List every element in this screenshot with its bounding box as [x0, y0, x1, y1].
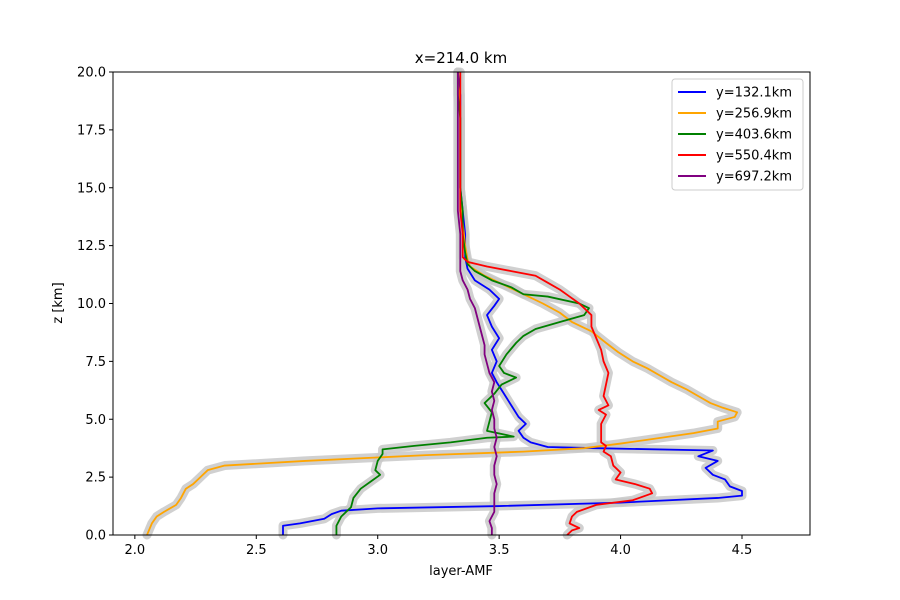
chart-title: x=214.0 km [415, 49, 507, 67]
x-axis-label: layer-AMF [429, 564, 493, 579]
y-axis-label: z [km] [51, 282, 66, 323]
y-tick-label: 20.0 [77, 66, 106, 81]
x-tick-label: 2.5 [246, 543, 267, 558]
legend-entry: y=132.1km [716, 86, 792, 101]
legend-entry: y=256.9km [716, 107, 792, 122]
series-lines [146, 71, 743, 536]
series-line-2 [146, 72, 739, 536]
legend-box [671, 78, 804, 191]
x-tick-label: 3.5 [489, 543, 510, 558]
y-tick-label: 15.0 [77, 181, 106, 196]
x-tick-label: 3.0 [367, 543, 388, 558]
y-tick-label: 0.0 [85, 529, 106, 544]
y-tick-label: 17.5 [77, 123, 106, 138]
x-tick-label: 2.0 [125, 543, 146, 558]
legend-entry: y=403.6km [716, 128, 792, 143]
x-tick-label: 4.5 [732, 543, 753, 558]
x-tick-label: 4.0 [610, 543, 631, 558]
y-axis: 0.0 2.5 5.0 7.5 10.0 12.5 15.0 17.5 20.0 [77, 66, 113, 544]
legend-entry: y=550.4km [716, 149, 792, 164]
series-line-4 [459, 72, 654, 536]
y-tick-label: 10.0 [77, 297, 106, 312]
legend-entry: y=697.2km [716, 170, 792, 185]
series-line-3 [335, 72, 590, 535]
series-line-5 [456, 72, 498, 535]
y-tick-label: 5.0 [85, 413, 106, 428]
y-tick-label: 7.5 [85, 355, 106, 370]
legend: y=132.1km y=256.9km y=403.6km y=550.4km y=69… [671, 78, 804, 191]
x-axis: 2.0 2.5 3.0 3.5 4.0 4.5 [125, 535, 753, 558]
y-tick-label: 2.5 [85, 471, 106, 486]
y-tick-label: 12.5 [77, 239, 106, 254]
